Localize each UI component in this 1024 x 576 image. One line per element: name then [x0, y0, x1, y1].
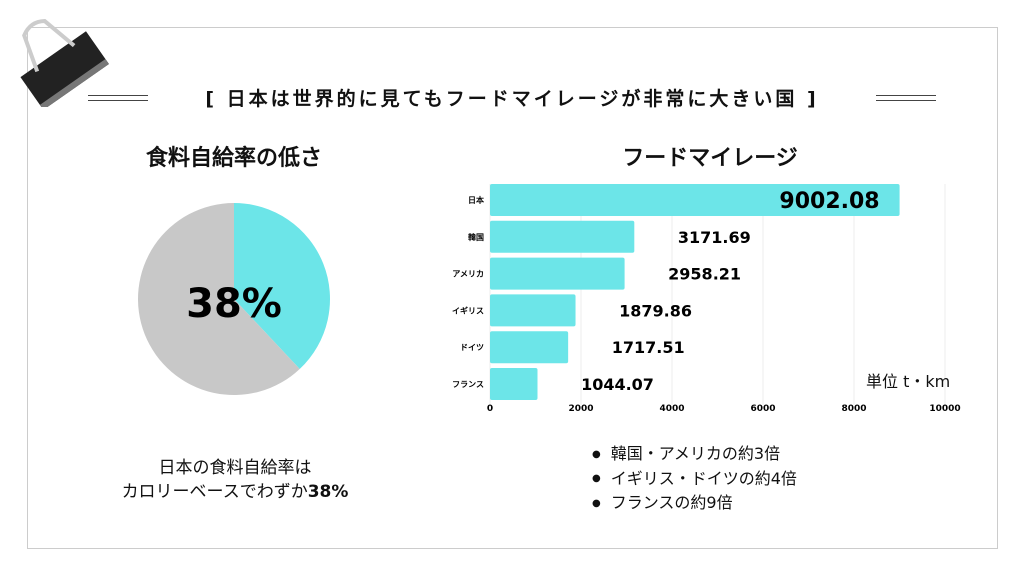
data-label: 1879.86	[619, 301, 692, 320]
slide-frame	[27, 27, 998, 549]
list-item: 韓国・アメリカの約3倍	[592, 442, 797, 467]
caption-bold: 38%	[307, 482, 349, 502]
header-rule-right	[876, 95, 936, 101]
pie-chart: 38%	[138, 203, 330, 395]
page-title: [ 日本は世界的に見てもフードマイレージが非常に大きい国 ]	[205, 88, 819, 110]
pie-caption: 日本の食料自給率は カロリーベースでわずか38%	[70, 456, 400, 504]
category-label: アメリカ	[452, 270, 484, 279]
list-item: フランスの約9倍	[592, 491, 797, 516]
bar-4	[490, 331, 569, 364]
category-label: 日本	[468, 195, 484, 205]
bar-0	[490, 184, 900, 216]
x-tick-label: 2000	[568, 404, 593, 414]
bar-title: フードマイレージ	[622, 146, 798, 171]
x-tick-label: 6000	[750, 404, 775, 414]
caption-line-1: 日本の食料自給率は	[158, 458, 312, 478]
caption-text: カロリーベースでわずか	[121, 482, 308, 502]
data-label: 9002.08	[779, 189, 879, 214]
x-tick-label: 10000	[929, 404, 960, 414]
data-label: 1717.51	[612, 338, 685, 357]
category-label: フランス	[452, 380, 484, 389]
pie-label: 38%	[186, 281, 282, 327]
data-label: 1044.07	[581, 375, 654, 394]
data-label: 3171.69	[678, 228, 751, 247]
category-label: 韓国	[468, 232, 484, 242]
x-tick-label: 4000	[659, 404, 684, 414]
pie-slice-remainder	[138, 203, 300, 395]
bar-chart: 0 2000 4000 6000 8000 10000 日本 9002.08 韓国 3171.69…	[452, 184, 961, 414]
bar-2	[490, 257, 625, 290]
category-label: ドイツ	[460, 343, 484, 352]
x-tick-label: 8000	[841, 404, 866, 414]
bar-3	[490, 294, 576, 327]
header-rule-left	[88, 95, 148, 101]
bar-5	[490, 368, 538, 400]
bar-1	[490, 220, 635, 253]
data-label: 2958.21	[668, 265, 741, 284]
x-tick-label: 0	[487, 404, 493, 414]
caption-line-2: カロリーベースでわずか38%	[70, 480, 400, 504]
list-item: イギリス・ドイツの約4倍	[592, 467, 797, 492]
pie-title: 食料自給率の低さ	[145, 146, 322, 171]
pie-slice-self-sufficiency	[234, 203, 330, 369]
comparison-list: 韓国・アメリカの約3倍 イギリス・ドイツの約4倍 フランスの約9倍	[592, 442, 797, 516]
category-label: イギリス	[452, 305, 484, 315]
binder-clip-icon	[20, 19, 109, 107]
unit-label: 単位 t・km	[866, 372, 951, 391]
